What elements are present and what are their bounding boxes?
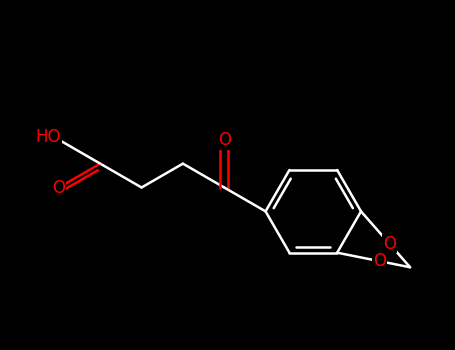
Text: O: O bbox=[373, 252, 386, 270]
Text: O: O bbox=[52, 178, 66, 196]
Text: O: O bbox=[218, 131, 231, 149]
Text: HO: HO bbox=[35, 128, 61, 147]
Text: O: O bbox=[383, 234, 396, 253]
